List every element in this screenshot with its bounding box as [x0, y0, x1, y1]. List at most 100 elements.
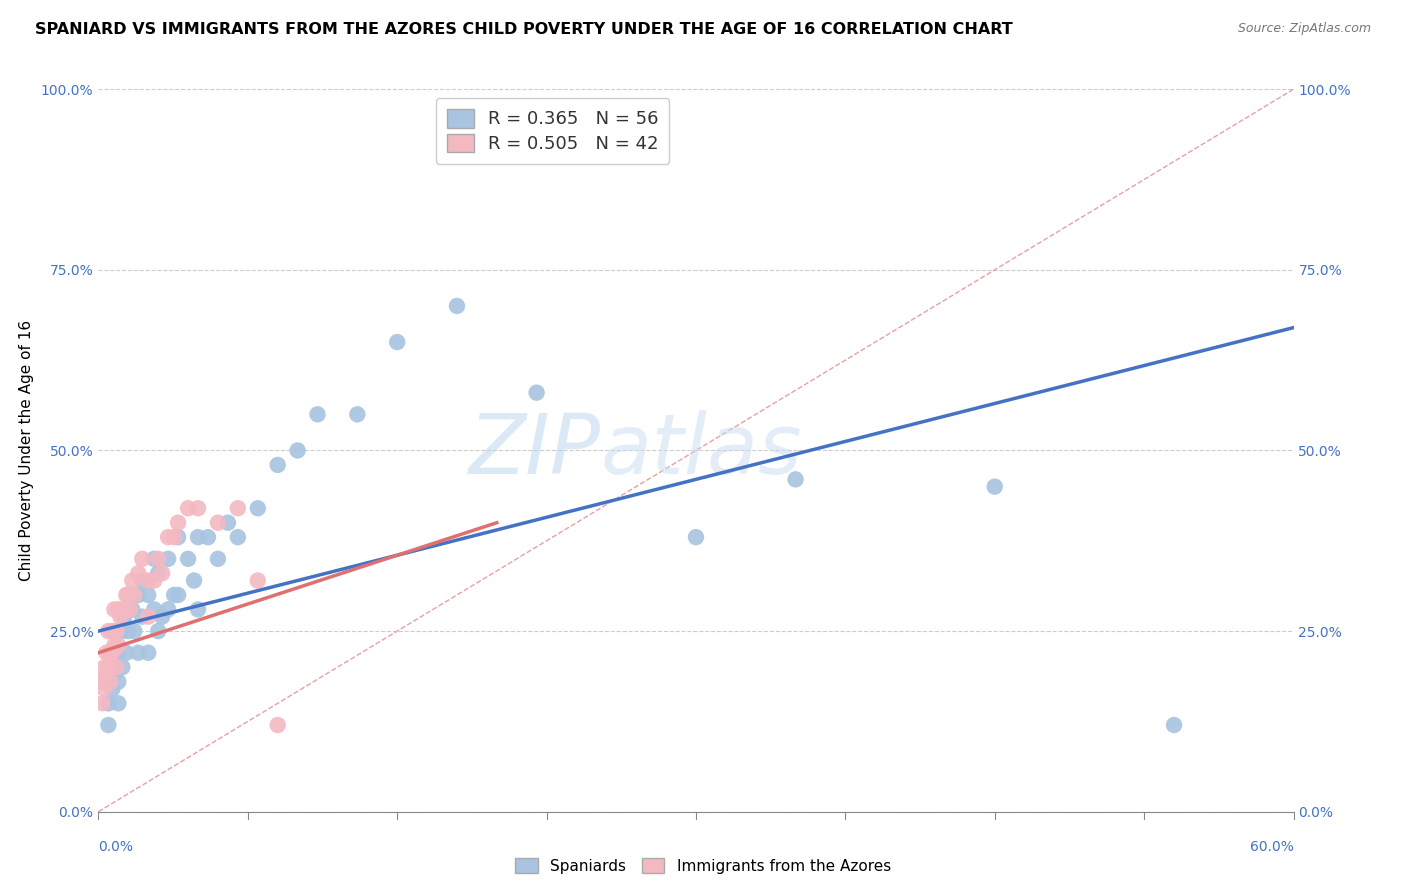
Point [226, 501, 249, 516]
Point [103, 602, 125, 616]
Point [91, 696, 114, 710]
Point [150, 566, 173, 581]
Point [246, 574, 269, 588]
Point [187, 602, 209, 616]
Point [187, 501, 209, 516]
Point [157, 602, 180, 616]
Point [97, 660, 120, 674]
Point [117, 624, 139, 639]
Point [307, 407, 329, 421]
Point [93, 660, 115, 674]
Point [105, 660, 128, 674]
Point [101, 660, 124, 674]
Point [346, 407, 368, 421]
Point [121, 602, 143, 616]
Point [103, 667, 125, 681]
Point [385, 334, 409, 349]
Point [131, 551, 153, 566]
Point [115, 588, 138, 602]
Point [197, 530, 219, 544]
Point [207, 551, 229, 566]
Point [91, 674, 114, 689]
Legend: R = 0.365   N = 56, R = 0.505   N = 42: R = 0.365 N = 56, R = 0.505 N = 42 [436, 98, 669, 164]
Point [103, 639, 125, 653]
Point [127, 566, 149, 581]
Point [267, 718, 290, 732]
Point [111, 602, 134, 616]
Point [115, 646, 138, 660]
Text: 0.0%: 0.0% [98, 840, 134, 855]
Point [163, 530, 186, 544]
Point [1163, 718, 1185, 732]
Point [984, 480, 1007, 494]
Point [105, 624, 128, 639]
Text: ZIP: ZIP [468, 410, 600, 491]
Point [143, 602, 166, 616]
Point [98, 674, 122, 689]
Point [163, 588, 186, 602]
Point [148, 624, 170, 639]
Point [97, 674, 120, 689]
Point [97, 696, 120, 710]
Point [107, 696, 129, 710]
Point [167, 530, 190, 544]
Point [246, 501, 269, 516]
Point [103, 646, 125, 660]
Point [127, 588, 149, 602]
Point [143, 574, 166, 588]
Point [167, 516, 190, 530]
Point [127, 646, 149, 660]
Point [150, 609, 173, 624]
Point [167, 588, 190, 602]
Point [117, 588, 139, 602]
Point [136, 609, 159, 624]
Point [105, 660, 128, 674]
Point [93, 681, 115, 696]
Point [107, 646, 129, 660]
Point [107, 639, 129, 653]
Text: 60.0%: 60.0% [1250, 840, 1294, 855]
Point [101, 681, 124, 696]
Point [157, 530, 180, 544]
Point [121, 574, 143, 588]
Point [177, 501, 200, 516]
Point [148, 566, 170, 581]
Point [131, 574, 153, 588]
Point [226, 530, 249, 544]
Point [96, 667, 118, 681]
Point [187, 530, 209, 544]
Point [446, 299, 468, 313]
Point [97, 718, 120, 732]
Point [101, 646, 124, 660]
Point [101, 624, 124, 639]
Y-axis label: Child Poverty Under the Age of 16: Child Poverty Under the Age of 16 [20, 320, 34, 581]
Point [136, 574, 159, 588]
Point [287, 443, 309, 458]
Point [105, 624, 128, 639]
Text: atlas: atlas [600, 410, 801, 491]
Text: Source: ZipAtlas.com: Source: ZipAtlas.com [1237, 22, 1371, 36]
Point [143, 551, 166, 566]
Point [110, 609, 132, 624]
Point [136, 588, 159, 602]
Point [117, 588, 139, 602]
Point [183, 574, 205, 588]
Point [124, 588, 146, 602]
Point [136, 646, 159, 660]
Point [131, 609, 153, 624]
Point [207, 516, 229, 530]
Point [217, 516, 239, 530]
Text: SPANIARD VS IMMIGRANTS FROM THE AZORES CHILD POVERTY UNDER THE AGE OF 16 CORRELA: SPANIARD VS IMMIGRANTS FROM THE AZORES C… [35, 22, 1012, 37]
Legend: Spaniards, Immigrants from the Azores: Spaniards, Immigrants from the Azores [509, 852, 897, 880]
Point [148, 551, 170, 566]
Point [111, 624, 134, 639]
Point [112, 609, 135, 624]
Point [111, 660, 134, 674]
Point [96, 646, 118, 660]
Point [97, 624, 120, 639]
Point [107, 674, 129, 689]
Point [685, 530, 707, 544]
Point [112, 602, 135, 616]
Point [177, 551, 200, 566]
Point [157, 551, 180, 566]
